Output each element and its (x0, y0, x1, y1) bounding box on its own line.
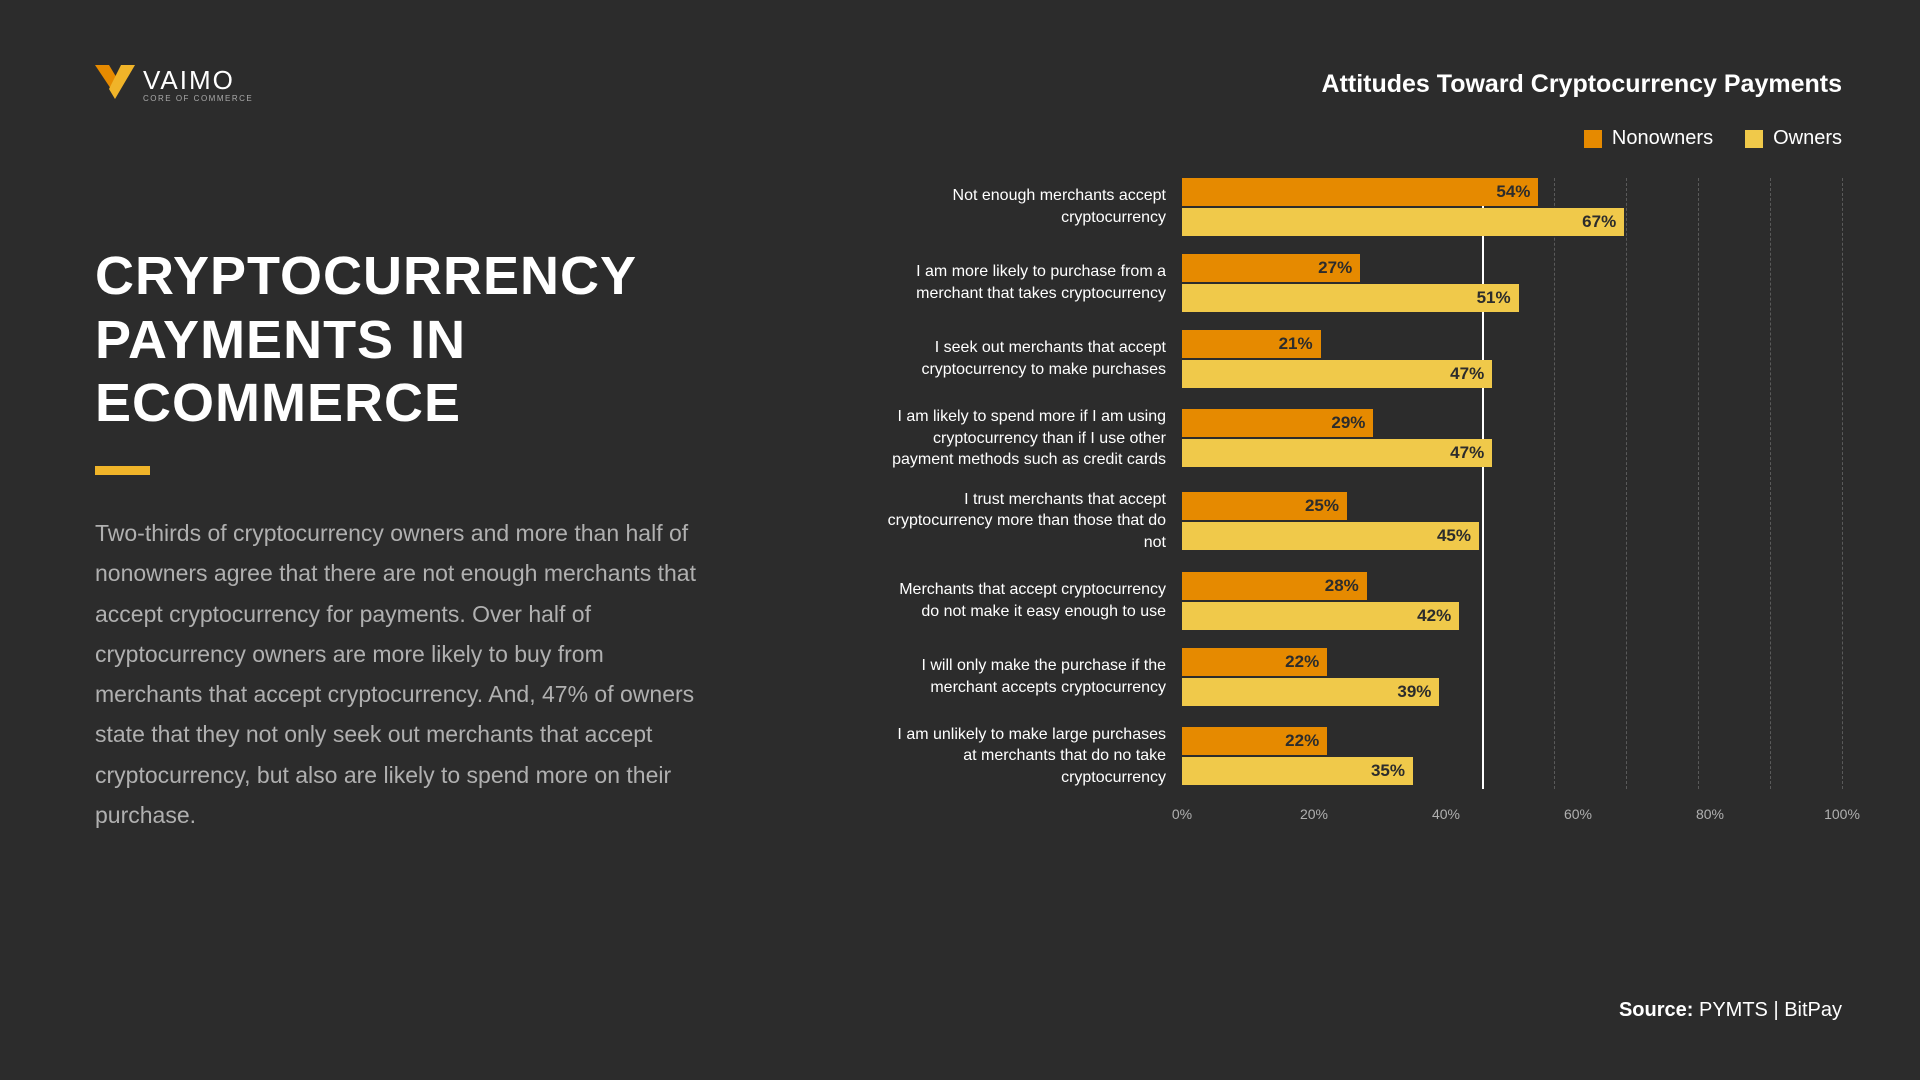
plot-region (1482, 178, 1842, 789)
legend-label: Nonowners (1612, 127, 1713, 150)
bar-value: 29% (1331, 413, 1365, 433)
bar-value: 54% (1496, 182, 1530, 202)
gridline (1698, 178, 1699, 789)
chart-area: Not enough merchants accept cryptocurren… (882, 178, 1842, 826)
bar-nonowners: 29% (1182, 409, 1373, 437)
legend-item: Owners (1745, 127, 1842, 150)
chart-legend: Nonowners Owners (882, 127, 1842, 150)
vaimo-logo-icon (95, 65, 135, 105)
bar-value: 28% (1325, 576, 1359, 596)
x-tick: 0% (1172, 806, 1192, 822)
source-value: PYMTS | BitPay (1699, 999, 1842, 1021)
source-label: Source: (1619, 999, 1693, 1021)
bar-owners: 47% (1182, 360, 1492, 388)
bar-nonowners: 28% (1182, 572, 1367, 600)
legend-swatch (1584, 130, 1602, 148)
bar-label: Not enough merchants accept cryptocurren… (882, 185, 1182, 228)
bar-owners: 47% (1182, 439, 1492, 467)
bar-label: I am unlikely to make large purchases at… (882, 724, 1182, 789)
bar-label: I will only make the purchase if the mer… (882, 655, 1182, 698)
bar-value: 47% (1450, 364, 1484, 384)
bar-nonowners: 54% (1182, 178, 1538, 206)
logo: VAIMO CORE OF COMMERCE (95, 65, 253, 105)
accent-bar (95, 466, 150, 475)
bar-value: 21% (1279, 334, 1313, 354)
bar-value: 51% (1477, 288, 1511, 308)
bar-label: Merchants that accept cryptocurrency do … (882, 579, 1182, 622)
bar-owners: 35% (1182, 757, 1413, 785)
bar-value: 22% (1285, 652, 1319, 672)
bar-label: I am likely to spend more if I am using … (882, 406, 1182, 471)
page-title: CRYPTOCURRENCY PAYMENTS IN ECOMMERCE (95, 245, 715, 436)
x-tick: 60% (1564, 806, 1592, 822)
gridline (1626, 178, 1627, 789)
bar-nonowners: 22% (1182, 648, 1327, 676)
bar-owners: 39% (1182, 678, 1439, 706)
bar-owners: 67% (1182, 208, 1624, 236)
bar-nonowners: 25% (1182, 492, 1347, 520)
bar-value: 47% (1450, 443, 1484, 463)
bar-label: I am more likely to purchase from a merc… (882, 261, 1182, 304)
logo-shape-2 (109, 65, 135, 99)
y-axis-line (1482, 178, 1484, 789)
logo-main: VAIMO (143, 67, 253, 93)
x-tick: 40% (1432, 806, 1460, 822)
bar-owners: 51% (1182, 284, 1519, 312)
left-panel: CRYPTOCURRENCY PAYMENTS IN ECOMMERCE Two… (95, 245, 715, 835)
source-citation: Source: PYMTS | BitPay (1619, 999, 1842, 1022)
body-text: Two-thirds of cryptocurrency owners and … (95, 513, 715, 835)
bar-nonowners: 22% (1182, 727, 1327, 755)
legend-label: Owners (1773, 127, 1842, 150)
bar-value: 35% (1371, 761, 1405, 781)
x-axis-wrap: 0%20%40%60%80%100% (1182, 806, 1842, 826)
bar-label: I trust merchants that accept cryptocurr… (882, 489, 1182, 554)
x-tick: 20% (1300, 806, 1328, 822)
chart-panel: Attitudes Toward Cryptocurrency Payments… (882, 70, 1842, 826)
bar-value: 39% (1397, 682, 1431, 702)
bar-value: 25% (1305, 496, 1339, 516)
legend-swatch (1745, 130, 1763, 148)
chart-title: Attitudes Toward Cryptocurrency Payments (882, 70, 1842, 99)
logo-sub: CORE OF COMMERCE (143, 95, 253, 103)
bar-nonowners: 27% (1182, 254, 1360, 282)
gridline (1842, 178, 1843, 789)
legend-item: Nonowners (1584, 127, 1713, 150)
bar-value: 67% (1582, 212, 1616, 232)
x-tick: 100% (1824, 806, 1860, 822)
x-axis: 0%20%40%60%80%100% (1182, 806, 1842, 826)
gridline (1554, 178, 1555, 789)
bar-value: 22% (1285, 731, 1319, 751)
gridlines (1482, 178, 1842, 789)
bar-value: 27% (1318, 258, 1352, 278)
bar-owners: 45% (1182, 522, 1479, 550)
bar-label: I seek out merchants that accept cryptoc… (882, 337, 1182, 380)
bar-nonowners: 21% (1182, 330, 1321, 358)
bar-owners: 42% (1182, 602, 1459, 630)
x-tick: 80% (1696, 806, 1724, 822)
gridline (1770, 178, 1771, 789)
logo-text: VAIMO CORE OF COMMERCE (143, 67, 253, 103)
bar-value: 45% (1437, 526, 1471, 546)
bar-value: 42% (1417, 606, 1451, 626)
